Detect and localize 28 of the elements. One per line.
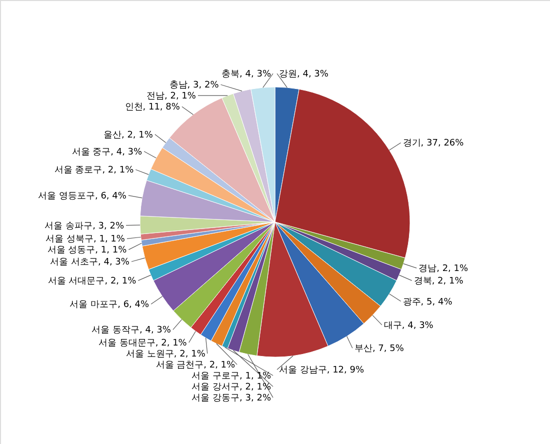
slice-label: 충남, 3, 2% <box>169 80 220 91</box>
slice-label: 서울 동대문구, 2, 1% <box>98 338 188 349</box>
slice-label: 경남, 2, 1% <box>418 264 468 274</box>
slice-label: 서울 강서구, 2, 1% <box>192 382 272 393</box>
slice-label: 서울 성동구, 1, 1% <box>47 246 128 256</box>
slice-label: 서울 중구, 4, 3% <box>72 147 143 158</box>
slice-label: 서울 강남구, 12, 9% <box>279 366 364 376</box>
slice-label: 서울 종로구, 2, 1% <box>54 166 134 176</box>
slice-label: 인천, 11, 8% <box>124 102 180 113</box>
slice-label: 울산, 2, 1% <box>103 130 154 140</box>
slice-label: 전남, 2, 1% <box>146 92 196 102</box>
slice-label: 서울 동작구, 4, 3% <box>92 326 172 336</box>
slice-label: 서울 강동구, 3, 2% <box>192 394 272 404</box>
slice-label: 서울 노원구, 2, 1% <box>126 350 206 360</box>
slice-label: 경기, 37, 26% <box>402 138 464 149</box>
slice-label: 서울 금천구, 2, 1% <box>156 360 236 371</box>
slice-label: 강원, 4, 3% <box>279 70 329 80</box>
slice-label: 서울 서초구, 4, 3% <box>50 258 130 268</box>
slice-label: 충북, 4, 3% <box>222 70 272 80</box>
slice-label: 서울 영등포구, 6, 4% <box>38 191 127 202</box>
slice-label: 경북, 2, 1% <box>414 276 464 287</box>
slice-label: 광주, 5, 4% <box>402 297 453 308</box>
slice-label: 대구, 4, 3% <box>384 320 434 331</box>
slice-label: 서울 송파구, 3, 2% <box>44 221 124 232</box>
slice-label: 서울 서대문구, 2, 1% <box>48 276 137 287</box>
slice-label: 부산, 7, 5% <box>354 344 404 354</box>
slice-label: 서울 마포구, 6, 4% <box>70 300 150 310</box>
slice-label: 서울 성북구, 1, 1% <box>46 234 126 245</box>
